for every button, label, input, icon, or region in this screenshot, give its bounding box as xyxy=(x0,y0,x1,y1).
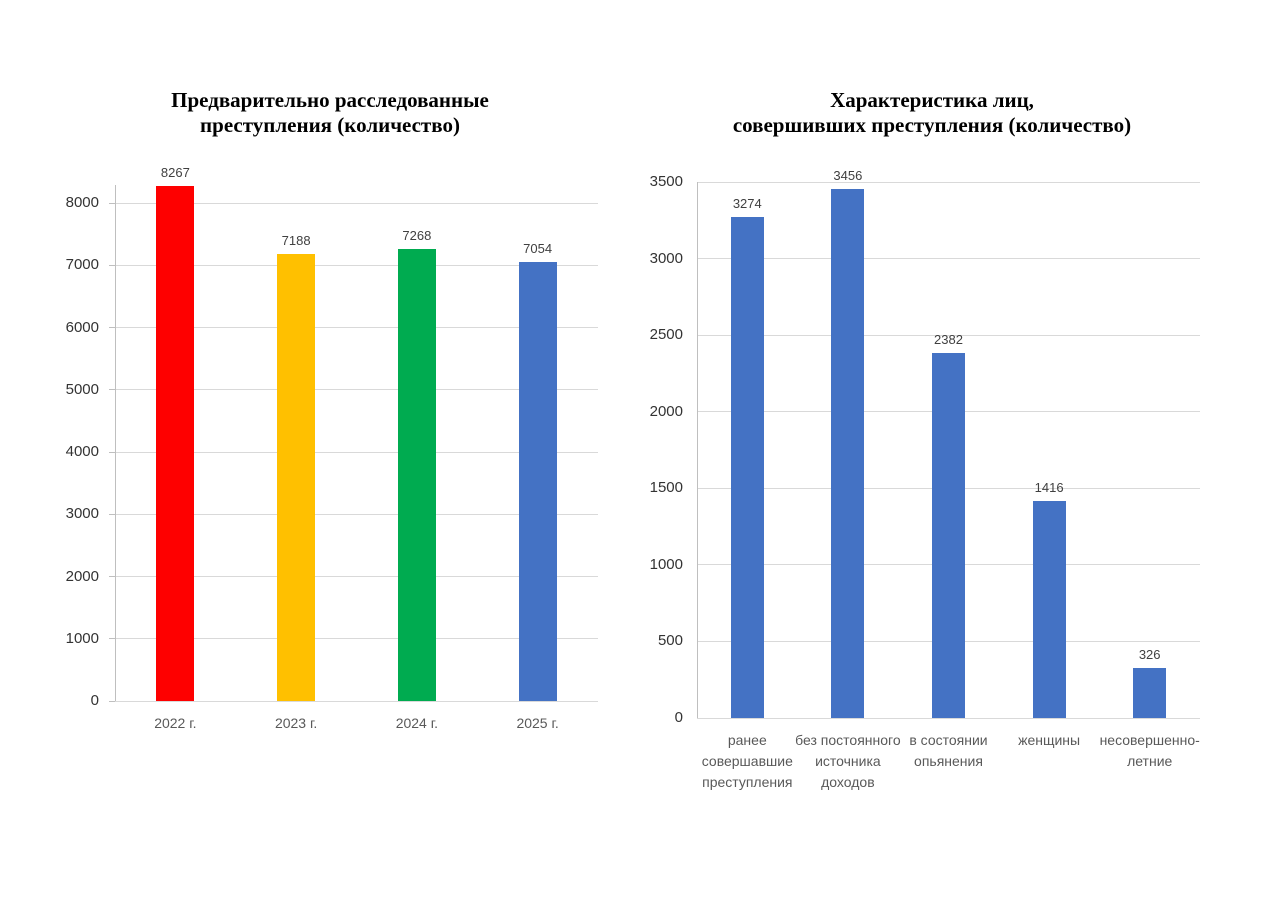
gridline xyxy=(115,700,598,702)
category-label: несовершенно-летние xyxy=(1094,730,1206,772)
plot-area: 0 1000 2000 3000 4000 5000 6000 7000 8000 8267 202… xyxy=(66,165,598,731)
y-axis-tick xyxy=(109,451,115,453)
gridline xyxy=(115,638,598,640)
category-label-line: доходов xyxy=(821,774,875,790)
category-label-line: источника xyxy=(815,753,881,769)
gridline xyxy=(115,576,598,577)
y-tick-label: 0 xyxy=(674,709,683,726)
category-label-line: несовершенно- xyxy=(1099,732,1200,748)
y-tick-label: 5000 xyxy=(65,380,99,398)
y-tick-label: 3000 xyxy=(65,505,99,523)
gridline xyxy=(115,327,598,329)
bar-1 xyxy=(831,188,865,718)
bar-3 xyxy=(518,261,557,701)
category-label-line: 2024 г. xyxy=(395,715,439,731)
gridline xyxy=(115,389,598,391)
y-tick-label: 7000 xyxy=(65,256,99,274)
category-label-line: ранее xyxy=(727,732,767,748)
chart-title: Предварительно расследованные преступлен… xyxy=(80,88,580,138)
category-label: женщины xyxy=(993,730,1105,751)
chart-title: Характеристика лиц, совершивших преступл… xyxy=(682,88,1182,138)
y-tick-label: 6000 xyxy=(65,318,99,336)
gridline xyxy=(115,451,598,453)
chart-title-line: преступления (количество) xyxy=(200,113,460,137)
category-label-line: летние xyxy=(1127,753,1173,769)
y-axis-line xyxy=(115,185,116,701)
value-label: 326 xyxy=(1138,647,1161,663)
category-label: в состоянии опьянения xyxy=(893,730,1005,772)
y-tick-label: 1500 xyxy=(649,479,683,497)
y-tick-label: 0 xyxy=(90,692,99,709)
chart-title-line: совершивших преступления (количество) xyxy=(732,113,1132,137)
y-tick-label: 2000 xyxy=(65,567,99,585)
gridline xyxy=(697,181,1200,183)
category-label: 2024 г. xyxy=(361,713,473,734)
y-tick-label: 500 xyxy=(657,632,683,650)
bar-4 xyxy=(1133,668,1167,718)
gridline xyxy=(115,513,598,515)
y-axis-tick xyxy=(109,264,115,266)
y-axis-tick xyxy=(109,576,115,577)
value-label: 3274 xyxy=(732,195,762,211)
value-label: 2382 xyxy=(934,332,963,348)
bar-2 xyxy=(397,248,436,701)
value-label: 3456 xyxy=(833,167,863,183)
value-label: 1416 xyxy=(1034,480,1064,496)
y-axis-tick xyxy=(109,202,115,204)
bar-0 xyxy=(730,216,764,718)
bar-0 xyxy=(156,186,195,701)
gridline xyxy=(697,717,1200,719)
y-axis-tick xyxy=(109,327,115,329)
y-tick-label: 3000 xyxy=(649,249,683,267)
bar-2 xyxy=(932,353,965,718)
chart-title-line: Предварительно расследованные xyxy=(171,88,489,112)
y-axis-tick xyxy=(109,513,115,515)
gridline xyxy=(115,264,598,266)
y-axis-tick xyxy=(109,638,115,640)
category-label-line: без постоянного xyxy=(795,732,901,748)
y-tick-label: 2000 xyxy=(649,402,683,420)
category-label-line: 2022 г. xyxy=(154,715,197,731)
y-axis-line xyxy=(697,182,698,718)
y-axis-tick xyxy=(109,700,115,702)
y-tick-label: 2500 xyxy=(649,326,683,344)
value-label: 7268 xyxy=(402,227,432,243)
bar-3 xyxy=(1032,501,1066,718)
category-label: без постоянного источника доходов xyxy=(792,730,904,793)
y-tick-label: 1000 xyxy=(65,629,99,647)
category-label: 2023 г. xyxy=(240,713,352,734)
bar-1 xyxy=(277,253,316,701)
category-label-line: 2025 г. xyxy=(516,715,559,731)
category-label-line: опьянения xyxy=(914,753,983,769)
y-tick-label: 3500 xyxy=(649,173,683,190)
category-label: 2025 г. xyxy=(482,713,594,734)
category-label: 2022 г. xyxy=(119,713,231,734)
category-label-line: совершавшие xyxy=(701,753,793,769)
y-axis-tick xyxy=(109,389,115,391)
value-label: 8267 xyxy=(160,165,190,181)
category-label-line: в состоянии xyxy=(909,732,988,748)
value-label: 7188 xyxy=(281,232,311,248)
category-label-line: женщины xyxy=(1018,732,1081,748)
y-tick-label: 1000 xyxy=(649,555,683,573)
category-label-line: преступления xyxy=(702,774,793,790)
gridline xyxy=(115,202,598,204)
category-label: ранее совершавшие преступления xyxy=(691,730,803,793)
chart-title-line: Характеристика лиц, xyxy=(830,88,1034,112)
plot-area: 0 500 1000 1500 2000 2500 3000 3500 3274 ранее сов… xyxy=(650,168,1200,790)
gridline xyxy=(697,258,1200,260)
category-label-line: 2023 г. xyxy=(274,715,318,731)
y-tick-label: 4000 xyxy=(65,443,99,461)
value-label: 7054 xyxy=(523,240,553,256)
y-tick-label: 8000 xyxy=(65,194,99,212)
gridline xyxy=(697,334,1200,336)
